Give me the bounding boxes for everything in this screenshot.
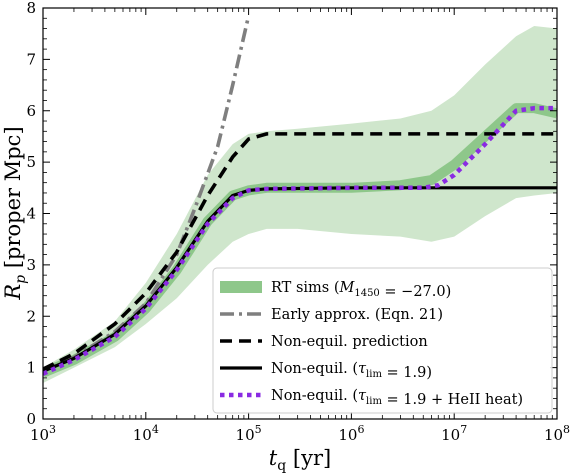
legend-entry: RT sims (M1450 = −27.0) <box>220 280 451 300</box>
x-tick-label: 104 <box>133 423 159 444</box>
x-tick-label: 108 <box>544 423 570 444</box>
legend-box <box>212 267 553 414</box>
x-tick-label: 103 <box>30 423 56 444</box>
nonequil-heii-line <box>43 105 557 376</box>
plot-area <box>43 15 557 384</box>
legend-label: Early approx. (Eqn. 21) <box>271 307 443 323</box>
x-tick-label: 105 <box>236 423 262 444</box>
y-tick-label: 1 <box>26 359 36 377</box>
x-tick-label: 106 <box>338 423 364 444</box>
y-tick-label: 4 <box>26 205 36 223</box>
legend-entry: Non-equil. (τlim = 1.9 + HeII heat) <box>220 388 523 408</box>
y-tick-labels: 0 1 2 3 4 5 6 7 8 <box>26 0 36 428</box>
y-tick-label: 2 <box>26 307 36 325</box>
y-tick-label: 0 <box>26 410 36 428</box>
legend-label: RT sims (M1450 = −27.0) <box>271 280 451 300</box>
y-tick-label: 7 <box>26 50 36 68</box>
legend-entry: Non-equil. prediction <box>220 334 428 350</box>
x-axis-title: tq [yr] <box>269 446 331 473</box>
axis-ticks <box>42 7 558 420</box>
y-tick-label: 5 <box>26 153 36 171</box>
y-tick-label: 8 <box>26 0 36 17</box>
legend-entry: Non-equil. (τlim = 1.9) <box>220 361 432 381</box>
y-tick-label: 3 <box>26 256 36 274</box>
nonequil-prediction-line <box>43 132 557 371</box>
rt-sims-band <box>43 25 557 384</box>
legend-swatch-band <box>220 281 262 293</box>
legend-entry: Early approx. (Eqn. 21) <box>220 307 443 323</box>
legend-label: Non-equil. (τlim = 1.9 + HeII heat) <box>271 388 523 408</box>
y-axis-title: Rp [proper Mpc] <box>1 126 29 300</box>
legend-label: Non-equil. (τlim = 1.9) <box>271 361 432 381</box>
x-tick-labels: 103 104 105 106 107 108 <box>30 423 570 444</box>
y-tick-label: 6 <box>26 102 36 120</box>
legend-label: Non-equil. prediction <box>271 334 428 350</box>
x-tick-label: 107 <box>441 423 467 444</box>
legend: RT sims (M1450 = −27.0) Early approx. (Eq… <box>212 267 553 414</box>
